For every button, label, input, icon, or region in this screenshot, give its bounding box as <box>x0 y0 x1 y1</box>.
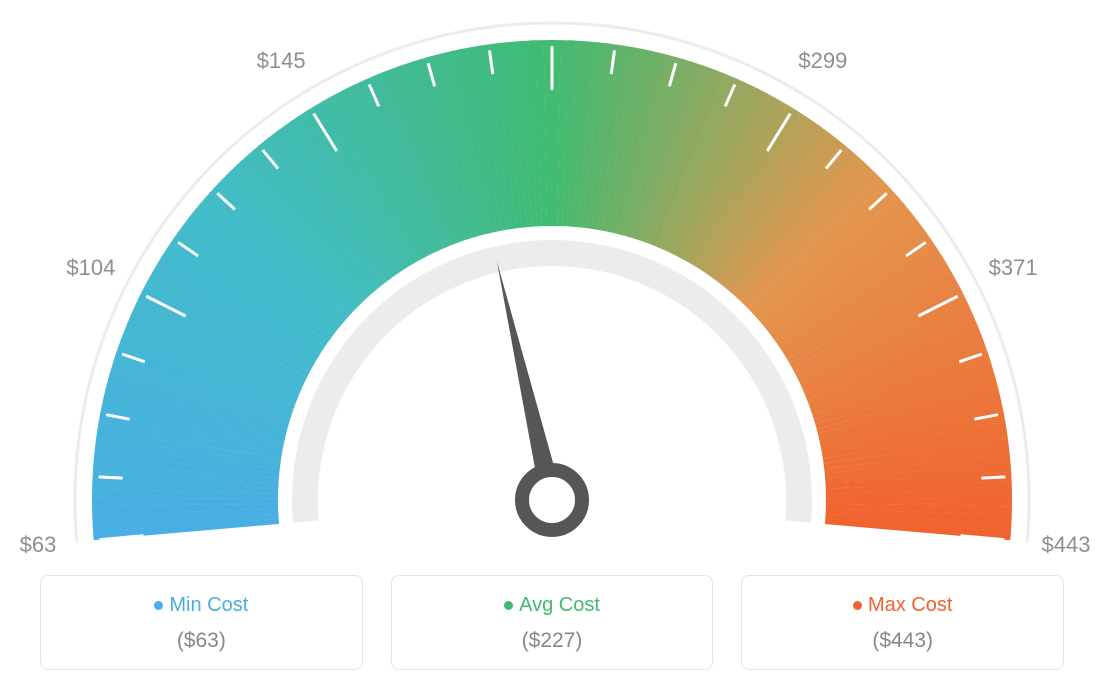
legend-value-max: ($443) <box>752 629 1053 653</box>
legend-card-min: Min Cost ($63) <box>40 575 363 670</box>
gauge-tick-label: $443 <box>1042 532 1091 558</box>
legend-dot-avg <box>504 601 513 610</box>
legend-dot-max <box>853 601 862 610</box>
legend-title-max: Max Cost <box>853 594 952 617</box>
legend-value-avg: ($227) <box>402 629 703 653</box>
legend-card-max: Max Cost ($443) <box>741 575 1064 670</box>
legend-row: Min Cost ($63) Avg Cost ($227) Max Cost … <box>40 575 1064 670</box>
legend-title-avg: Avg Cost <box>504 594 600 617</box>
legend-value-min: ($63) <box>51 629 352 653</box>
gauge-tick-label: $63 <box>20 532 57 558</box>
legend-dot-min <box>154 601 163 610</box>
cost-gauge-chart: $63$104$145$227$299$371$443 Min Cost ($6… <box>0 0 1104 690</box>
legend-title-min: Min Cost <box>154 594 248 617</box>
gauge-tick-label: $299 <box>798 48 847 74</box>
legend-card-avg: Avg Cost ($227) <box>391 575 714 670</box>
gauge-tick-label: $145 <box>257 48 306 74</box>
gauge-tick-label: $104 <box>66 255 115 281</box>
legend-label-avg: Avg Cost <box>519 594 600 617</box>
gauge-tick-label: $371 <box>989 255 1038 281</box>
legend-label-min: Min Cost <box>169 594 248 617</box>
gauge-svg <box>0 0 1104 560</box>
gauge-area: $63$104$145$227$299$371$443 <box>0 0 1104 560</box>
legend-label-max: Max Cost <box>868 594 952 617</box>
